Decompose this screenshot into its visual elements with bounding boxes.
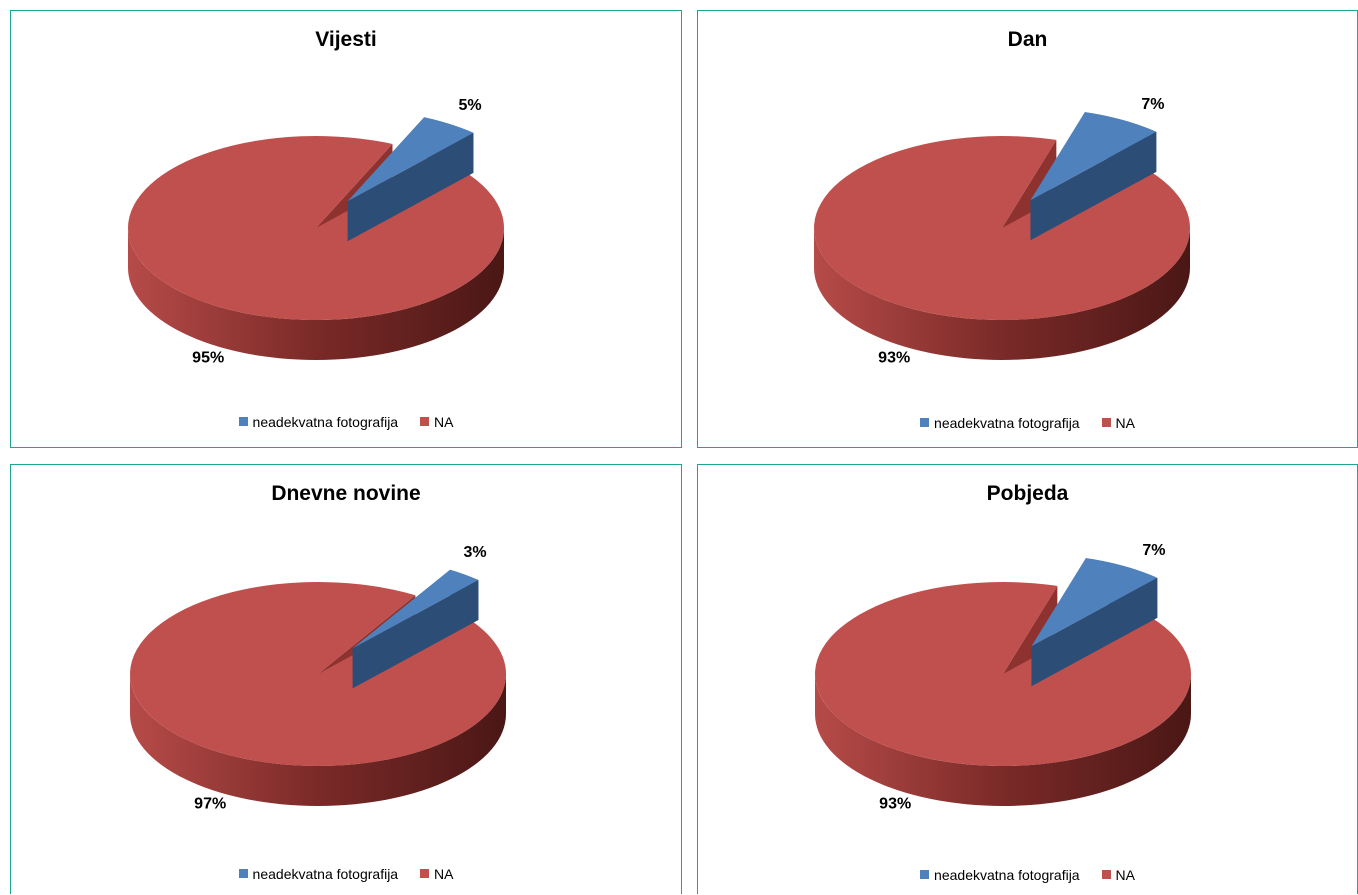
legend-label: NA [434, 413, 454, 430]
pie-slice-neadekvatna-top [1030, 112, 1157, 201]
data-label-na: 93% [879, 796, 911, 813]
chart-panel-dnevne-novine: Dnevne novine 3% 97% neadekvatna fotograf… [10, 464, 682, 894]
legend-label: NA [1115, 414, 1135, 431]
chart-title: Vijesti [315, 28, 377, 51]
pie-chart-dnevne-novine: 3% 97% [130, 544, 507, 813]
pie-slice-neadekvatna-top [347, 117, 474, 202]
legend-item-na: NA [420, 414, 453, 430]
legend-item-na: NA [1101, 866, 1135, 883]
legend-swatch-red [420, 869, 429, 878]
pie-slice-neadekvatna [1031, 558, 1158, 687]
pie-slice-na-side [815, 674, 1191, 806]
chart-legend: neadekvatna fotografija NA [11, 865, 681, 882]
legend-label: neadekvatna fotografija [934, 414, 1080, 431]
chart-legend: neadekvatna fotografija NA [698, 866, 1357, 883]
legend-item-na: NA [1101, 414, 1135, 431]
data-label-neadekvatna: 7% [1142, 542, 1165, 559]
data-label-neadekvatna: 7% [1141, 96, 1164, 113]
pie-slice-neadekvatna-top [352, 569, 479, 649]
pie-slice-neadekvatna [1030, 112, 1157, 241]
legend-item-neadekvatna: neadekvatna fotografija [238, 413, 399, 430]
legend-label: NA [434, 865, 454, 882]
legend-item-neadekvatna: neadekvatna fotografija [920, 867, 1080, 883]
data-label-na: 93% [878, 350, 910, 367]
chart-title: Pobjeda [986, 482, 1069, 505]
chart-legend: neadekvatna fotografija NA [11, 413, 681, 430]
legend-label: neadekvatna fotografija [252, 865, 399, 882]
data-label-neadekvatna: 5% [459, 97, 482, 114]
legend-label: neadekvatna fotografija [252, 413, 399, 430]
pie-slice-neadekvatna-top [1031, 558, 1158, 647]
pie-slice-neadekvatna-side [352, 580, 479, 689]
chart-panel-dan: Dan 7% 93% neadekvatna fotografija NA [697, 10, 1358, 448]
legend-item-neadekvatna: neadekvatna fotografija [238, 865, 399, 882]
pie-slice-na-side [128, 228, 504, 360]
pie-chart-pobjeda: 7% 93% [815, 542, 1192, 813]
pie-slice-na-side [130, 674, 506, 806]
legend-swatch-blue [920, 870, 930, 879]
chart-panel-vijesti: Vijesti 5% 95% neadekvatna fotografija NA [10, 10, 682, 448]
legend-swatch-blue [920, 418, 930, 427]
pie-chart-vijesti: 5% 95% [127, 97, 504, 367]
legend-item-na: NA [420, 866, 453, 882]
legend-item-neadekvatna: neadekvatna fotografija [920, 415, 1080, 431]
data-label-na: 97% [194, 796, 226, 813]
pie-slice-na-side [814, 228, 1190, 360]
legend-label: NA [1115, 866, 1135, 883]
legend-swatch-red [1101, 870, 1111, 879]
chart-legend: neadekvatna fotografija NA [698, 414, 1357, 431]
data-label-na: 95% [192, 350, 224, 367]
legend-swatch-blue [238, 869, 248, 878]
pie-slice-neadekvatna [352, 569, 479, 689]
legend-swatch-red [1101, 418, 1111, 427]
chart-panel-pobjeda: Pobjeda 7% 93% neadekvatna fotografija NA [697, 464, 1358, 894]
data-label-neadekvatna: 3% [464, 544, 487, 561]
legend-swatch-red [420, 417, 429, 426]
pie-slice-neadekvatna [347, 117, 474, 242]
chart-title: Dan [1007, 28, 1048, 51]
legend-label: neadekvatna fotografija [934, 866, 1080, 883]
pie-chart-dan: 7% 93% [814, 96, 1191, 367]
chart-title: Dnevne novine [271, 482, 421, 505]
legend-swatch-blue [238, 417, 248, 426]
